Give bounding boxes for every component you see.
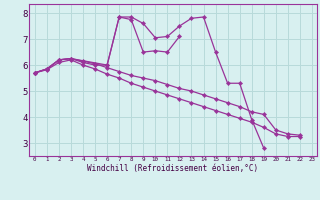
X-axis label: Windchill (Refroidissement éolien,°C): Windchill (Refroidissement éolien,°C)	[87, 164, 258, 173]
